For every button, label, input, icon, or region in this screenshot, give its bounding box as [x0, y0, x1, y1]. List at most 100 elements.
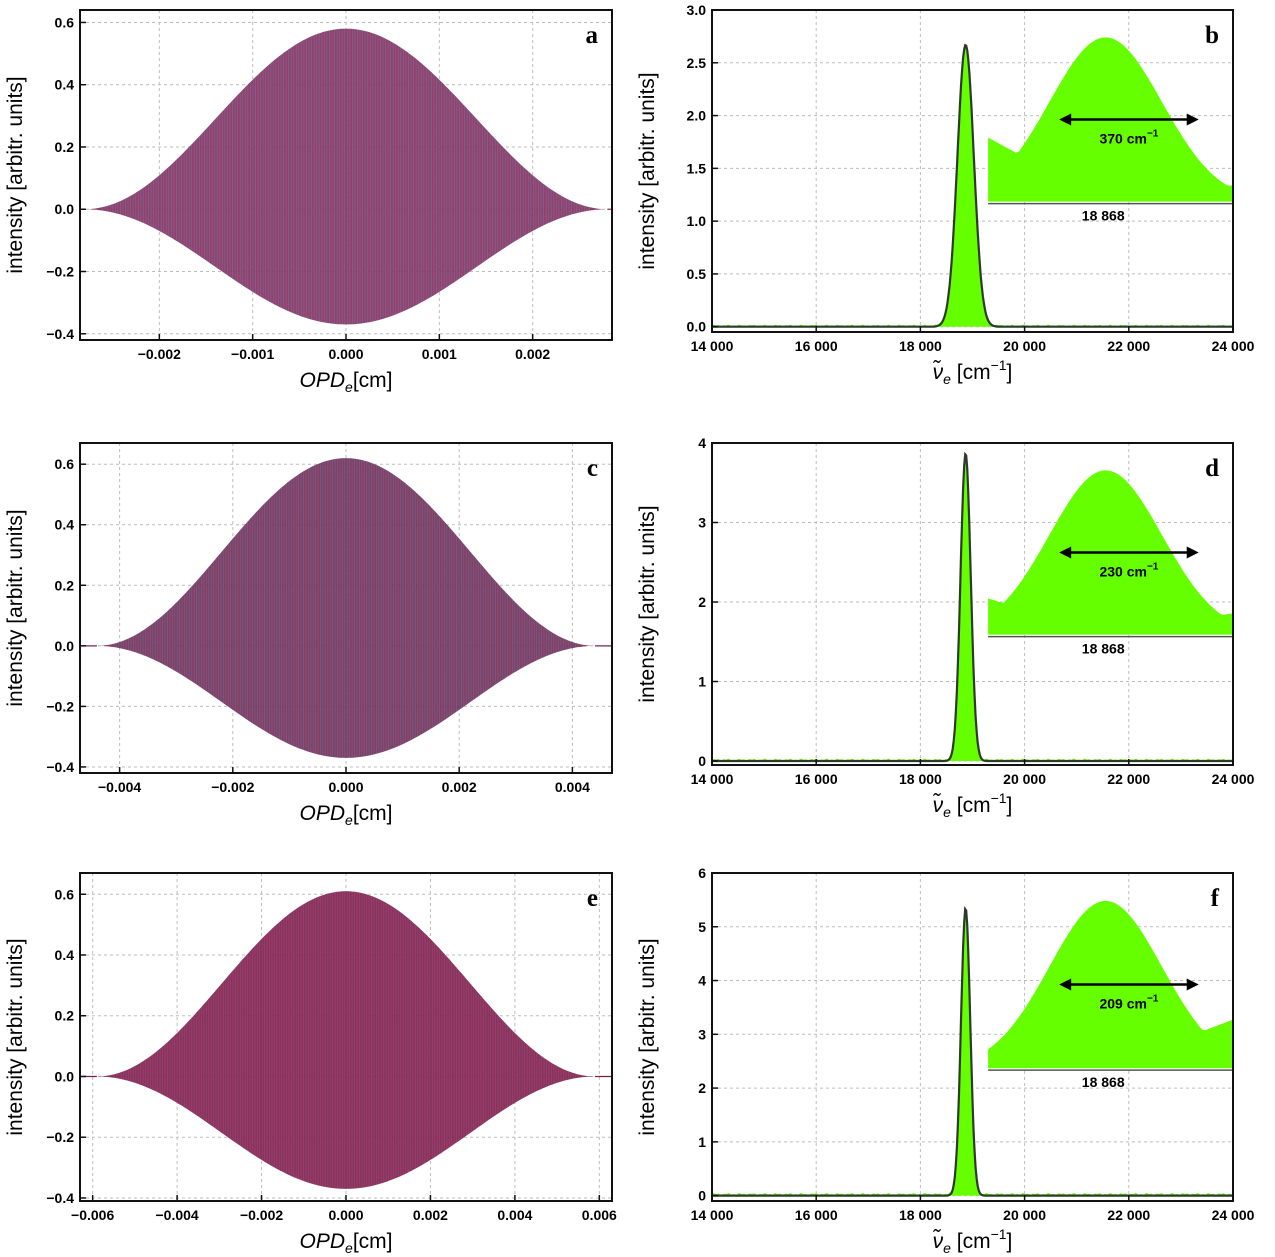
- x-tick-label: 0.004: [555, 779, 590, 795]
- spectrum-fill: [712, 43, 1233, 327]
- x-tick-label: 20 000: [1003, 338, 1046, 354]
- interferogram-fringes: [113, 458, 579, 758]
- x-tick-label: −0.002: [211, 779, 254, 795]
- x-tick-label: 0.002: [413, 1207, 448, 1223]
- plot-frame: [711, 872, 1234, 1202]
- plot-area: [80, 458, 612, 758]
- y-tick-label: 0.0: [55, 1068, 75, 1084]
- interferogram-envelope: [84, 28, 608, 325]
- inset-center-label: 18 868: [1082, 208, 1125, 224]
- x-tick-label: 0.006: [582, 1207, 617, 1223]
- fwhm-arrowhead-right: [1186, 546, 1199, 559]
- y-tick-label: 1: [698, 674, 706, 690]
- interferogram-envelope: [96, 891, 596, 1189]
- x-tick-label: 14 000: [691, 1207, 734, 1223]
- panel-e: −0.006 −0.004 −0.002 0.000 0.002 0.004 0.006 −0…: [4, 872, 617, 1256]
- x-tick-label: 0.002: [515, 346, 550, 362]
- inset: 230 cm−1 18 868: [988, 470, 1233, 657]
- y-tick-label: 0: [698, 1188, 706, 1204]
- y-tick-label: 0: [698, 753, 706, 769]
- plot-area: [712, 451, 1233, 763]
- panel-letter: a: [586, 22, 599, 49]
- y-tick-label: 1: [698, 1134, 706, 1150]
- x-tick-label: 18 000: [899, 1207, 942, 1223]
- y-tick-label: 0.4: [55, 517, 75, 533]
- fit-curve: [712, 43, 1233, 328]
- x-axis-label: OPDe[cm]: [300, 369, 393, 395]
- fwhm-arrowhead-left: [1059, 113, 1072, 126]
- fit-curve: [712, 905, 1233, 1197]
- x-tick-label: −0.004: [98, 779, 141, 795]
- x-axis-label: OPDe[cm]: [300, 802, 393, 828]
- inset: 370 cm−1 18 868: [988, 37, 1233, 224]
- x-tick-label: −0.006: [71, 1207, 114, 1223]
- y-tick-label: 4: [698, 435, 706, 451]
- x-tick-label: 0.000: [328, 1207, 363, 1223]
- y-tick-label: 3: [698, 515, 706, 531]
- y-axis-label: intensity [arbitr. units]: [636, 938, 659, 1135]
- fwhm-arrowhead-left: [1059, 546, 1072, 559]
- interferogram-fringes: [113, 891, 579, 1189]
- inset-center-label: 18 868: [1082, 1074, 1125, 1090]
- x-tick-label: 22 000: [1107, 771, 1150, 787]
- x-tick-label: −0.002: [138, 346, 181, 362]
- y-tick-label: −0.2: [46, 1129, 74, 1145]
- x-tick-label: 20 000: [1003, 1207, 1046, 1223]
- x-axis-label: ν̃e [cm−1]: [932, 357, 1012, 387]
- fwhm-label: 209 cm−1: [1099, 994, 1158, 1012]
- x-tick-label: 14 000: [691, 338, 734, 354]
- x-tick-label: 24 000: [1212, 338, 1255, 354]
- y-tick-label: −0.4: [46, 326, 74, 342]
- panel-letter: d: [1205, 455, 1219, 482]
- y-tick-label: 3.0: [687, 2, 707, 18]
- fwhm-arrowhead-left: [1059, 978, 1072, 991]
- panel-letter: b: [1205, 22, 1219, 49]
- y-tick-label: 1.5: [687, 160, 707, 176]
- y-tick-label: 2.0: [687, 108, 707, 124]
- panel-letter: c: [587, 455, 598, 482]
- y-tick-label: 2: [698, 1080, 706, 1096]
- x-tick-label: 0.004: [497, 1207, 532, 1223]
- inset-center-label: 18 868: [1082, 641, 1125, 657]
- x-tick-label: 0.000: [328, 346, 363, 362]
- y-axis-label: intensity [arbitr. units]: [636, 72, 659, 269]
- fit-curve: [712, 451, 1233, 763]
- y-tick-label: −0.2: [46, 264, 74, 280]
- x-tick-label: 24 000: [1212, 1207, 1255, 1223]
- y-tick-label: 0.0: [55, 638, 75, 654]
- x-tick-label: 14 000: [691, 771, 734, 787]
- y-axis-label: intensity [arbitr. units]: [4, 76, 27, 273]
- y-axis-label: intensity [arbitr. units]: [636, 505, 659, 702]
- x-tick-label: −0.002: [240, 1207, 283, 1223]
- spectrum-fill: [712, 452, 1233, 762]
- fwhm-arrowhead-right: [1186, 113, 1199, 126]
- y-tick-label: 4: [698, 973, 706, 989]
- x-tick-label: 18 000: [899, 338, 942, 354]
- plot-area: [712, 905, 1233, 1197]
- plot-area: [80, 891, 612, 1189]
- x-tick-label: −0.001: [231, 346, 274, 362]
- x-tick-label: 24 000: [1212, 771, 1255, 787]
- fwhm-label: 370 cm−1: [1099, 128, 1158, 146]
- y-axis-label: intensity [arbitr. units]: [4, 509, 27, 706]
- x-tick-label: 16 000: [795, 338, 838, 354]
- fwhm-arrowhead-right: [1186, 978, 1199, 991]
- x-tick-label: 20 000: [1003, 771, 1046, 787]
- x-tick-label: 16 000: [795, 771, 838, 787]
- y-axis-label: intensity [arbitr. units]: [4, 938, 27, 1135]
- y-tick-label: 2: [698, 594, 706, 610]
- plot-frame: [711, 442, 1234, 766]
- panel-letter: f: [1211, 885, 1220, 912]
- y-tick-label: 0.4: [55, 947, 75, 963]
- y-tick-label: −0.4: [46, 1190, 74, 1206]
- y-tick-label: 0.2: [55, 577, 75, 593]
- x-tick-label: 22 000: [1107, 338, 1150, 354]
- y-tick-label: 5: [698, 919, 706, 935]
- y-tick-label: −0.4: [46, 759, 74, 775]
- y-tick-label: −0.2: [46, 698, 74, 714]
- y-tick-label: 0.5: [687, 266, 707, 282]
- y-tick-label: 0.0: [687, 319, 707, 335]
- panel-a: −0.002 −0.001 0.000 0.001 0.002 −0.4 −0.2 0.0 0.…: [4, 9, 613, 395]
